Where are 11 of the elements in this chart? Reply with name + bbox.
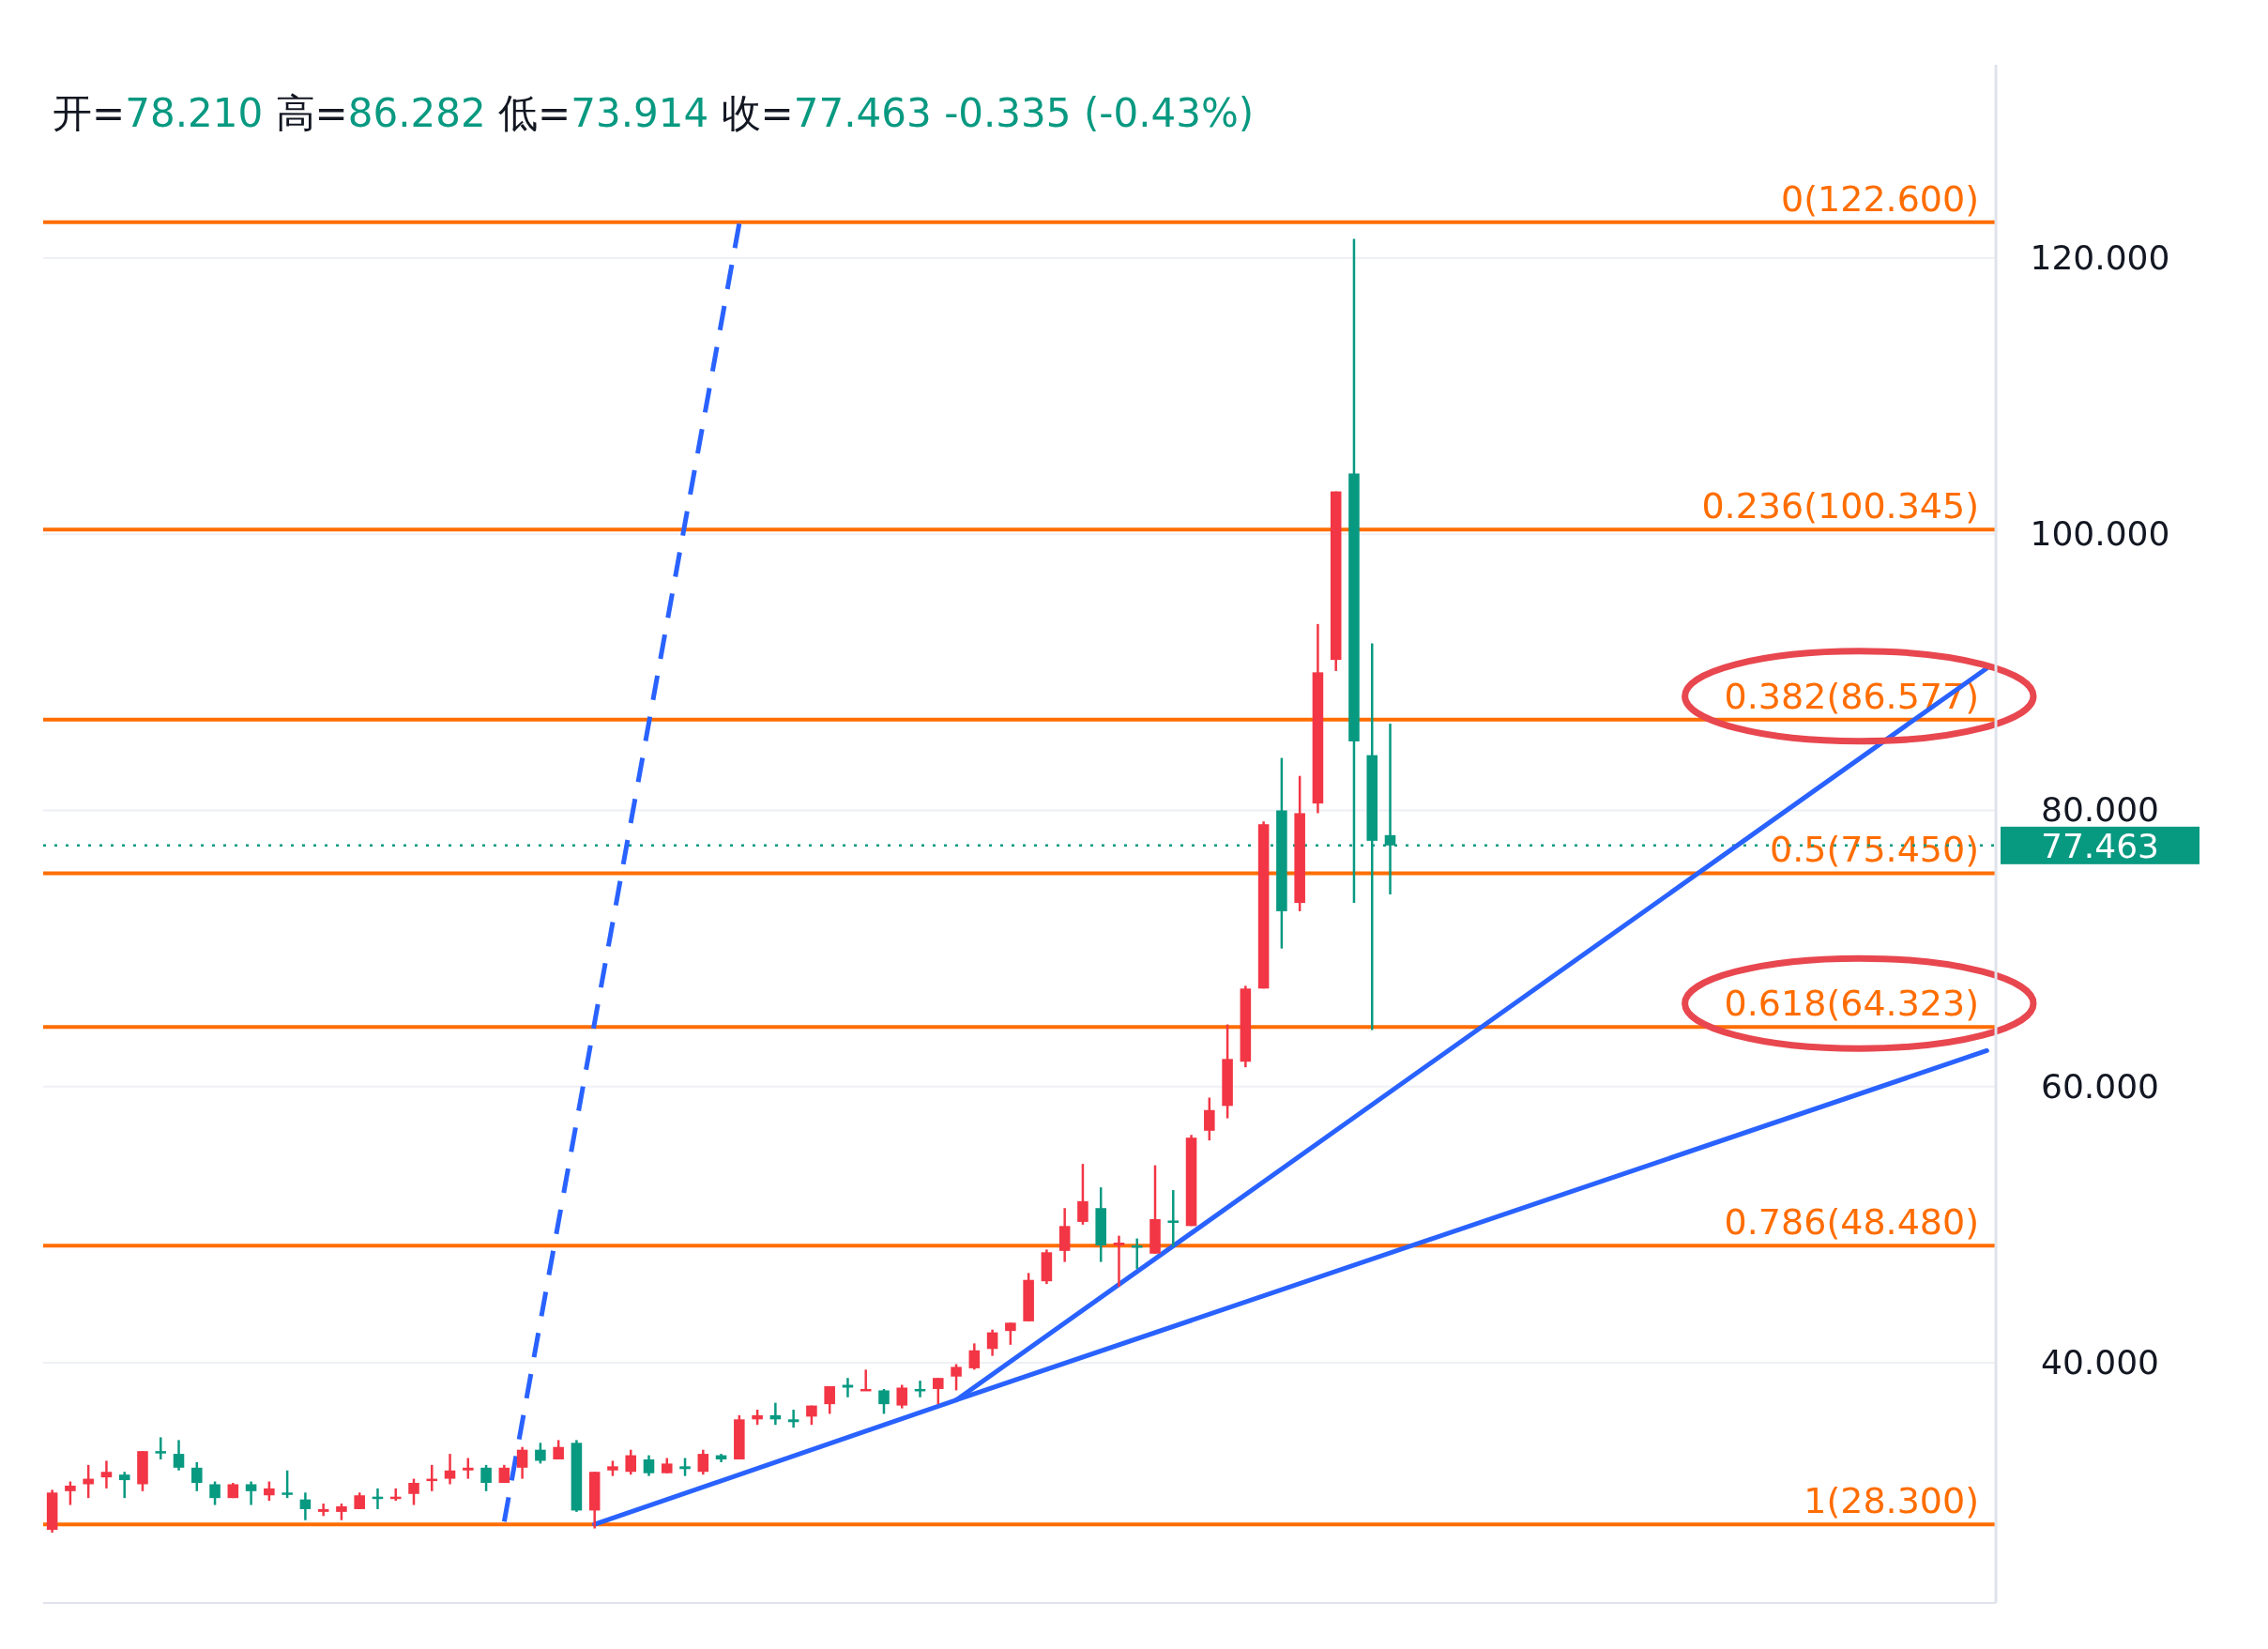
ref-line-label: 1(28.300)	[1804, 1480, 1979, 1522]
y-tick-label: 40.000	[2041, 1343, 2159, 1382]
chart-title: 开=78.210 高=86.282 低=73.914 收=77.463 -0.335 (-0.43%)	[53, 90, 1255, 136]
ref-line-label: 0.786(48.480)	[1724, 1201, 1979, 1244]
ref-line-label: 0.618(64.323)	[1724, 983, 1979, 1025]
y-tick-label: 60.000	[2041, 1066, 2159, 1106]
ref-line-label: 0.5(75.450)	[1769, 829, 1979, 871]
ref-line-label: 0.236(100.345)	[1701, 485, 1979, 527]
y-tick-label: 100.000	[2030, 514, 2170, 554]
y-tick-label: 120.000	[2030, 237, 2170, 277]
ref-line-label: 0(122.600)	[1781, 177, 1979, 220]
